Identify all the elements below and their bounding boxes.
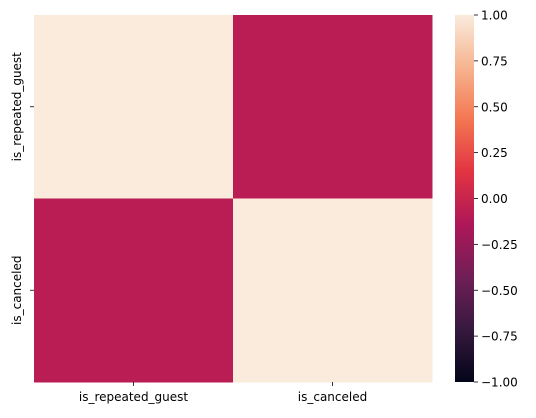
y-tick-label: is_canceled <box>10 256 24 325</box>
x-tick-label: is_canceled <box>298 390 367 404</box>
colorbar-tick-label: −1.00 <box>481 376 518 390</box>
colorbar-tick-label: 0.50 <box>481 100 508 114</box>
heatmap-cell <box>233 199 433 383</box>
colorbar-tick-label: −0.50 <box>481 284 518 298</box>
heatmap-cell <box>34 199 234 383</box>
colorbar-tick-label: 0.75 <box>481 54 508 68</box>
colorbar-tick-label: −0.25 <box>481 238 518 252</box>
heatmap-cell <box>233 15 433 199</box>
colorbar-tick-label: 0.25 <box>481 146 508 160</box>
colorbar-tick-label: −0.75 <box>481 330 518 344</box>
colorbar-tick-label: 1.00 <box>481 9 508 23</box>
colorbar-tick-label: 0.00 <box>481 192 508 206</box>
x-tick-label: is_repeated_guest <box>79 390 189 404</box>
heatmap-cells <box>34 15 433 383</box>
colorbar-gradient <box>455 15 474 382</box>
colorbar: 1.00 0.75 0.50 0.25 0.00 −0.25 −0.50 −0.75 −1.00 <box>455 9 518 390</box>
y-axis: is_repeated_guest is_canceled <box>10 52 34 325</box>
x-axis: is_repeated_guest is_canceled <box>79 382 367 404</box>
heatmap-cell <box>34 15 234 199</box>
y-tick-label: is_repeated_guest <box>10 52 24 162</box>
